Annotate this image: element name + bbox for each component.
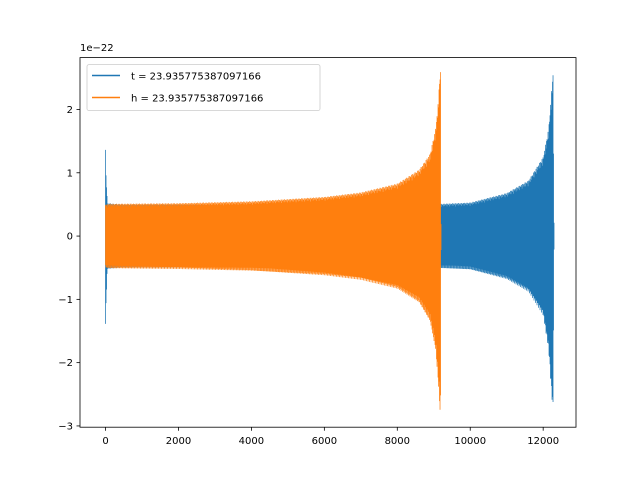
plot-frame	[79, 57, 577, 428]
x-tick-label: 8000	[385, 436, 410, 447]
x-tick-label: 4000	[239, 436, 264, 447]
y-tick-label: 2	[67, 105, 73, 116]
legend-box	[86, 64, 321, 111]
series-layer	[105, 72, 555, 410]
y-tick-label: −1	[58, 295, 73, 306]
x-tick-label: 2000	[166, 436, 191, 447]
y-tick-label: 0	[67, 232, 73, 243]
x-tick-label: 6000	[312, 436, 337, 447]
legend: t = 23.935775387097166 h = 23.9357753870…	[86, 64, 321, 111]
x-tick-label: 0	[102, 436, 108, 447]
y-scale-label: 1e−22	[80, 43, 114, 54]
y-tick-label: 1	[67, 168, 73, 179]
x-tick-label: 12000	[527, 436, 559, 447]
y-tick-label: −2	[58, 358, 73, 369]
series-h-line	[105, 72, 442, 410]
legend-label-h: h = 23.935775387097166	[131, 94, 263, 105]
legend-label-t: t = 23.935775387097166	[131, 72, 261, 83]
x-tick-label: 10000	[454, 436, 486, 447]
y-tick-label: −3	[58, 422, 73, 433]
y-axis: −3 −2 −1 0 1 2	[58, 105, 80, 433]
x-axis: 0 2000 4000 6000 8000 10000 12000	[102, 427, 559, 447]
